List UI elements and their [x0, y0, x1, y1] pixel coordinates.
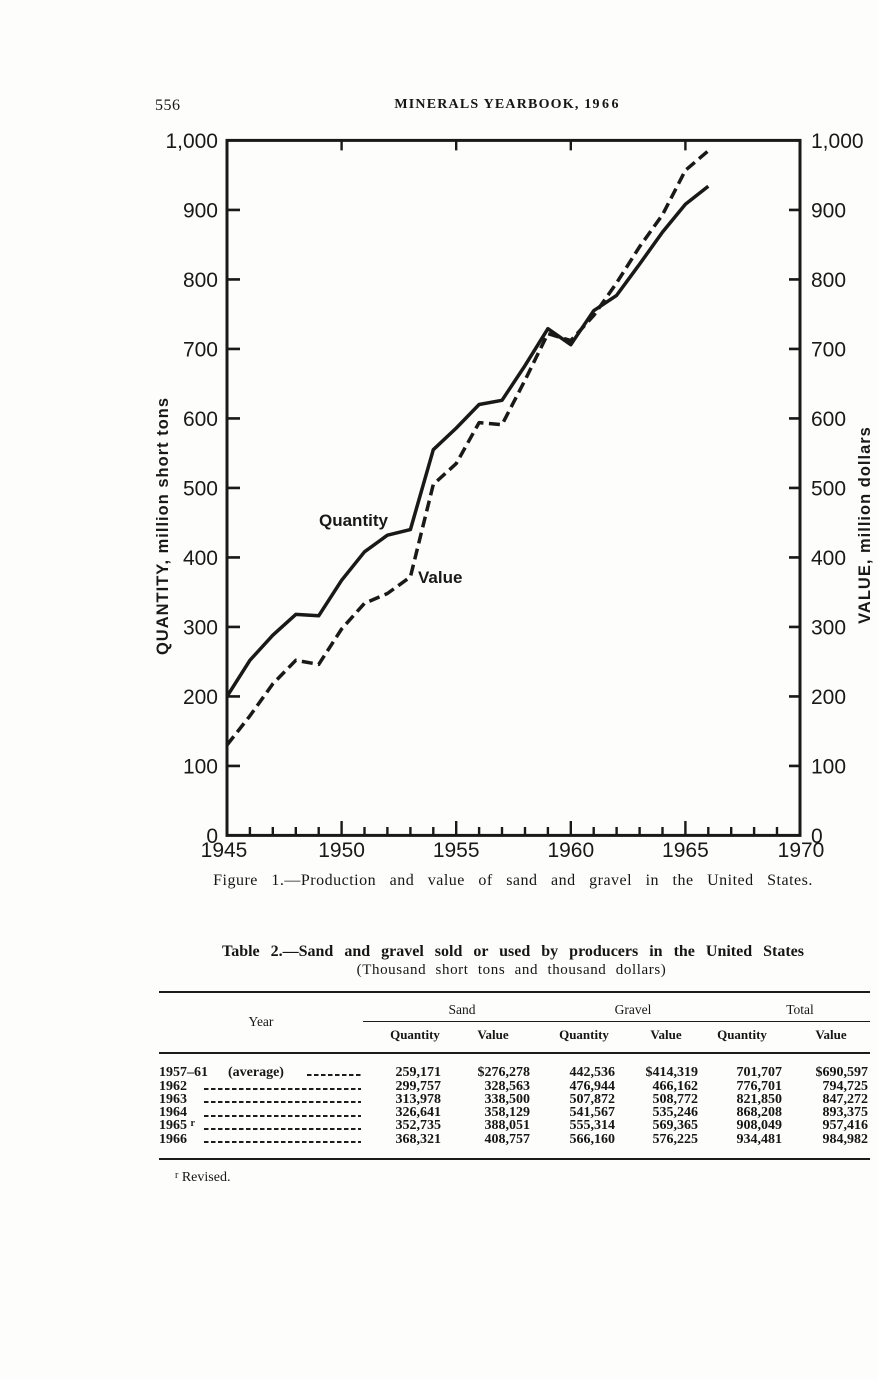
svg-text:600: 600 — [183, 408, 218, 431]
svg-text:Quantity: Quantity — [319, 511, 388, 530]
svg-text:1945: 1945 — [201, 839, 248, 862]
svg-text:600: 600 — [811, 408, 846, 431]
svg-text:900: 900 — [183, 199, 218, 222]
svg-text:100: 100 — [811, 755, 846, 778]
svg-text:0: 0 — [206, 825, 218, 848]
svg-text:100: 100 — [183, 755, 218, 778]
svg-text:Value: Value — [418, 568, 462, 587]
svg-text:300: 300 — [811, 616, 846, 639]
svg-text:400: 400 — [183, 547, 218, 570]
svg-text:1,000: 1,000 — [165, 130, 218, 153]
svg-text:1955: 1955 — [433, 839, 480, 862]
svg-text:200: 200 — [183, 686, 218, 709]
svg-text:700: 700 — [811, 338, 846, 361]
svg-text:1950: 1950 — [318, 839, 365, 862]
svg-text:500: 500 — [811, 477, 846, 500]
svg-text:1,000: 1,000 — [811, 130, 864, 153]
svg-text:400: 400 — [811, 547, 846, 570]
svg-text:1970: 1970 — [778, 839, 825, 862]
svg-text:1960: 1960 — [547, 839, 594, 862]
svg-text:0: 0 — [811, 825, 823, 848]
svg-text:300: 300 — [183, 616, 218, 639]
svg-text:QUANTITY, million short tons: QUANTITY, million short tons — [154, 397, 172, 655]
svg-text:VALUE, million dollars: VALUE, million dollars — [856, 426, 874, 624]
svg-text:1965: 1965 — [662, 839, 709, 862]
svg-text:800: 800 — [811, 269, 846, 292]
svg-text:800: 800 — [183, 269, 218, 292]
svg-text:200: 200 — [811, 686, 846, 709]
svg-text:900: 900 — [811, 199, 846, 222]
svg-text:700: 700 — [183, 338, 218, 361]
svg-text:500: 500 — [183, 477, 218, 500]
